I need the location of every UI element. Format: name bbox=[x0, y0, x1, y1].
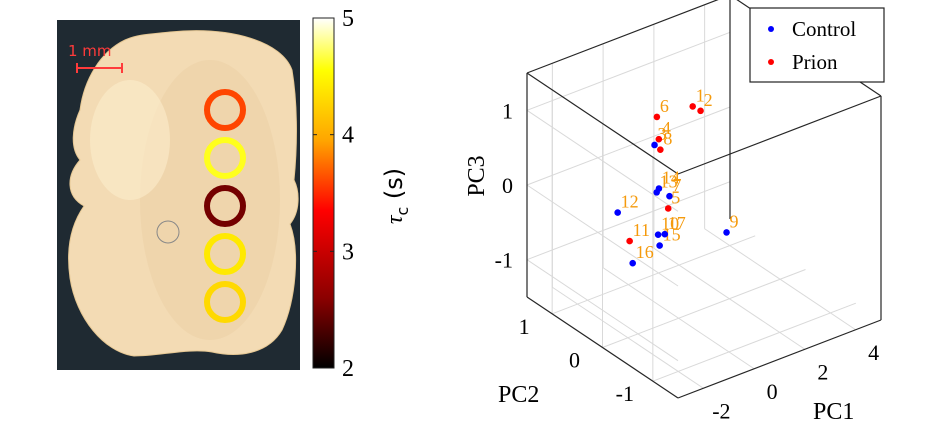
x-axis-label: PC1 bbox=[813, 399, 854, 425]
point-label-8: 8 bbox=[663, 129, 672, 149]
point-label-15: 15 bbox=[663, 225, 681, 245]
grid-line bbox=[526, 109, 679, 212]
axis-edge bbox=[677, 95, 882, 175]
point-10 bbox=[654, 231, 662, 238]
z-tick-label: -1 bbox=[495, 248, 513, 273]
point-5 bbox=[664, 205, 672, 212]
legend-box bbox=[749, 7, 885, 83]
point-label-12: 12 bbox=[621, 192, 639, 212]
tick-labels: -2 0 2 4 -1 0 1 -1 0 1 bbox=[495, 98, 879, 423]
point-2 bbox=[697, 107, 704, 115]
grid-line bbox=[602, 269, 806, 348]
point-4 bbox=[655, 135, 663, 143]
point-7 bbox=[666, 192, 673, 200]
reference-circle bbox=[156, 220, 180, 244]
axis-edge bbox=[526, 72, 679, 175]
point-17 bbox=[661, 230, 669, 238]
colorbar-tick-label: 5 bbox=[342, 6, 354, 32]
ring-3 bbox=[204, 185, 246, 227]
point-label-13: 13 bbox=[660, 171, 678, 191]
z-axis-label: PC3 bbox=[464, 155, 490, 196]
legend-label-control: Control bbox=[792, 17, 856, 41]
point-label-17: 17 bbox=[668, 213, 686, 233]
y-tick-label: 1 bbox=[519, 314, 530, 339]
grid-line bbox=[526, 31, 731, 111]
legend-marker-control bbox=[768, 26, 774, 32]
axis-edge bbox=[677, 319, 882, 399]
x-tick-label: -2 bbox=[712, 398, 730, 423]
y-tick-label: 0 bbox=[569, 348, 580, 373]
legend-label-prion: Prion bbox=[792, 50, 838, 74]
point-label-7: 7 bbox=[672, 175, 681, 195]
y-tick-label: -1 bbox=[616, 381, 634, 406]
ring-2 bbox=[204, 137, 246, 179]
point-label-5: 5 bbox=[671, 187, 680, 207]
brain-image-panel: 1 mm bbox=[57, 20, 300, 370]
colorbar-label-unit: (s) bbox=[380, 168, 408, 207]
colorbar-gradient bbox=[312, 17, 335, 369]
colorbar-tick-label: 3 bbox=[342, 239, 354, 265]
point-12 bbox=[614, 209, 621, 216]
grid-line bbox=[526, 184, 679, 287]
grid-line bbox=[526, 106, 731, 186]
x-tick-label: 0 bbox=[767, 379, 778, 404]
point-label-3: 3 bbox=[658, 124, 667, 144]
point-label-9: 9 bbox=[730, 211, 739, 231]
ring-1 bbox=[204, 89, 246, 131]
colorbar-label-tau: τ bbox=[382, 214, 408, 224]
point-label-6: 6 bbox=[660, 96, 669, 116]
point-16 bbox=[629, 259, 636, 267]
colorbar-ticks: 5 4 3 2 bbox=[313, 6, 354, 382]
colorbar: 5 4 3 2 τc (s) bbox=[312, 6, 412, 382]
point-label-2: 2 bbox=[704, 90, 713, 110]
axis-edge bbox=[526, 296, 679, 399]
point-1 bbox=[689, 103, 696, 110]
point-3 bbox=[651, 141, 658, 149]
grid-line bbox=[526, 259, 679, 362]
point-15 bbox=[656, 242, 663, 249]
axis-edge bbox=[526, 0, 719, 74]
ring-5 bbox=[204, 281, 246, 323]
x-tick-label: 2 bbox=[817, 359, 828, 384]
x-tick-label: 4 bbox=[868, 340, 879, 365]
point-label-16: 16 bbox=[636, 242, 654, 262]
point-6 bbox=[653, 113, 661, 121]
colorbar-tick-label: 4 bbox=[342, 123, 354, 149]
point-label-14: 14 bbox=[662, 167, 680, 187]
point-14 bbox=[655, 185, 663, 192]
point-label-10: 10 bbox=[661, 214, 679, 234]
z-tick-label: 0 bbox=[502, 173, 513, 198]
brain-highlight bbox=[90, 80, 170, 200]
legend: Control Prion bbox=[749, 7, 885, 83]
legend-marker-prion bbox=[768, 59, 774, 65]
colorbar-label-sub: c bbox=[393, 207, 412, 216]
grid-line bbox=[652, 302, 857, 382]
ring-4 bbox=[204, 233, 246, 275]
colorbar-tick-label: 2 bbox=[342, 356, 354, 382]
point-8 bbox=[657, 146, 664, 153]
grid-line bbox=[551, 235, 756, 315]
grid-line bbox=[526, 181, 731, 261]
point-11 bbox=[626, 237, 633, 245]
point-label-1: 1 bbox=[696, 85, 705, 105]
scale-bar-label: 1 mm bbox=[68, 42, 112, 60]
point-label-4: 4 bbox=[662, 118, 671, 138]
measurement-rings bbox=[204, 89, 246, 323]
point-9 bbox=[723, 229, 730, 236]
colorbar-label: τc (s) bbox=[380, 168, 412, 224]
point-label-11: 11 bbox=[633, 220, 650, 240]
y-axis-label: PC2 bbox=[498, 382, 539, 408]
z-tick-label: 1 bbox=[502, 98, 513, 123]
grid-lines bbox=[526, 4, 857, 389]
